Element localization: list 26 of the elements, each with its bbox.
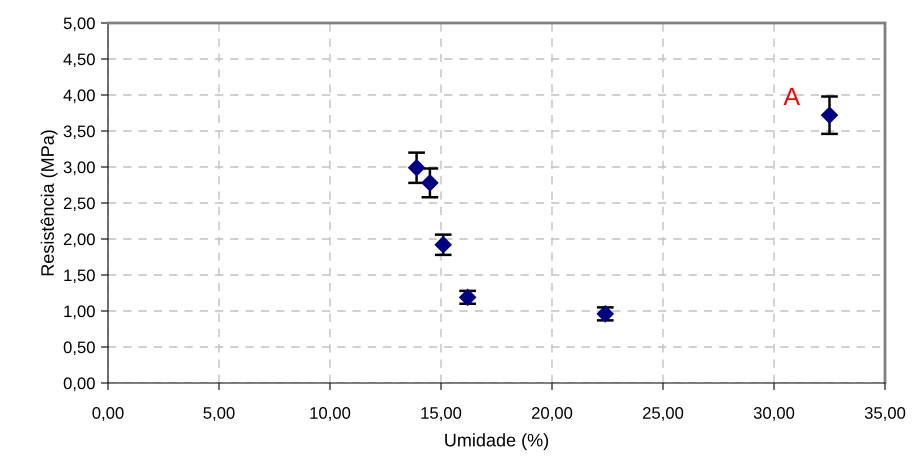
y-tick-label: 2,50: [64, 197, 95, 212]
x-tick-label: 25,00: [642, 407, 684, 421]
y-tick-label: 5,00: [64, 17, 95, 32]
point: [421, 174, 438, 192]
y-tick-label: 4,00: [63, 89, 95, 104]
y-tick-label: 2,00: [64, 233, 95, 248]
y-tick-label: 1,00: [64, 305, 95, 320]
y-tick-label: 1,50: [64, 269, 95, 284]
y-tick-label: 3,50: [64, 125, 95, 140]
y-tick-label: 0,50: [64, 341, 95, 356]
x-tick-label: 15,00: [421, 407, 462, 421]
y-tick-label: 0,00: [64, 377, 95, 392]
annotation: A: [783, 88, 800, 106]
y-tick-label: 4,50: [63, 53, 95, 68]
x-tick-label: 20,00: [532, 407, 572, 421]
point: [820, 106, 838, 124]
x-axis-title: Umidade (%): [445, 433, 548, 450]
x-tick-label: 5,00: [203, 407, 235, 421]
y-tick-label: 3,00: [64, 161, 95, 176]
x-tick-label: 35,00: [864, 407, 906, 421]
x-tick-label: 0,00: [92, 407, 124, 421]
point: [434, 236, 452, 254]
x-tick-label: 30,00: [754, 407, 794, 421]
x-tick-label: 10,00: [310, 407, 350, 421]
point: [408, 159, 426, 176]
y-axis-title: Resistência (MPa): [40, 130, 58, 276]
